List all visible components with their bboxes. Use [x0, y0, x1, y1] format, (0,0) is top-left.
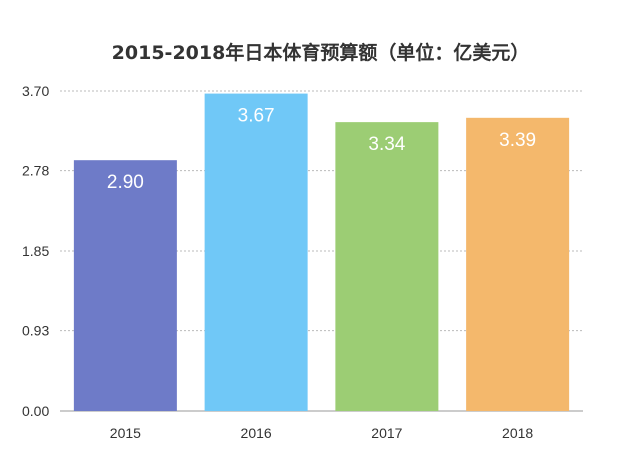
y-tick-label: 3.70: [22, 83, 49, 99]
y-tick-label: 1.85: [22, 243, 49, 259]
x-tick-label: 2018: [502, 425, 533, 441]
data-label: 3.39: [499, 130, 536, 151]
y-tick-label: 0.00: [22, 403, 49, 419]
x-tick-label: 2016: [241, 425, 272, 441]
data-label: 3.34: [368, 134, 405, 155]
bar-2015: [73, 160, 177, 411]
data-label: 3.67: [238, 106, 275, 127]
x-tick-label: 2015: [110, 425, 141, 441]
bar-2018: [466, 117, 570, 411]
bar-2017: [335, 122, 439, 411]
bar-2016: [204, 93, 308, 411]
chart-title: 2015-2018年日本体育预算额（单位：亿美元）: [111, 42, 530, 64]
y-tick-label: 0.93: [22, 323, 49, 339]
x-tick-label: 2017: [371, 425, 402, 441]
data-label: 2.90: [107, 172, 144, 193]
y-tick-label: 2.78: [22, 163, 49, 179]
